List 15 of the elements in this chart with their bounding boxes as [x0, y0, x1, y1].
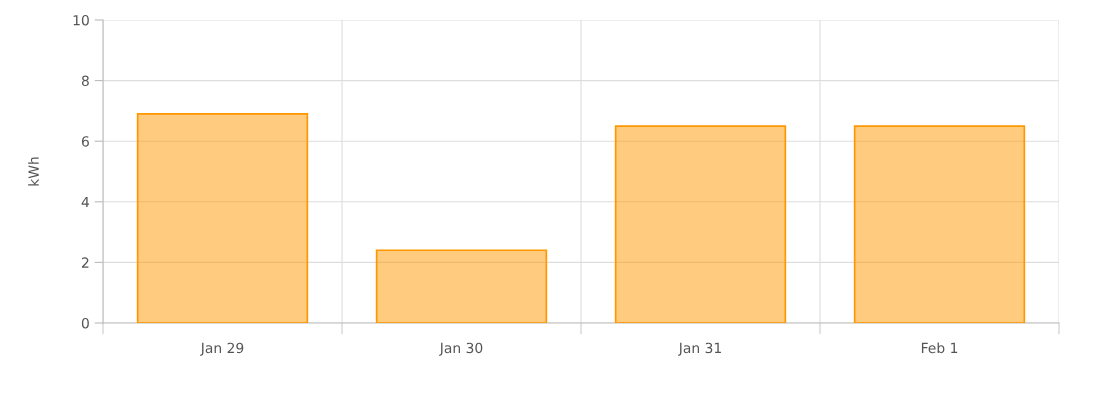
y-tick-label: 0 — [81, 317, 89, 329]
y-axis-title: kWh — [28, 157, 39, 186]
bar — [136, 113, 309, 323]
bar — [375, 249, 548, 323]
y-tick-label: 6 — [81, 136, 89, 147]
y-tick-label: 4 — [81, 196, 90, 208]
x-tick-label: Jan 31 — [678, 342, 721, 356]
y-tick-label: 8 — [81, 75, 89, 87]
x-tick-label: Jan 30 — [439, 342, 483, 356]
x-tick-label: Jan 29 — [200, 342, 244, 356]
x-tick-label: Feb 1 — [921, 342, 958, 354]
y-tick-label: 10 — [73, 14, 89, 26]
y-tick-label: 2 — [81, 257, 89, 268]
bar — [614, 125, 787, 323]
bar — [853, 125, 1026, 323]
